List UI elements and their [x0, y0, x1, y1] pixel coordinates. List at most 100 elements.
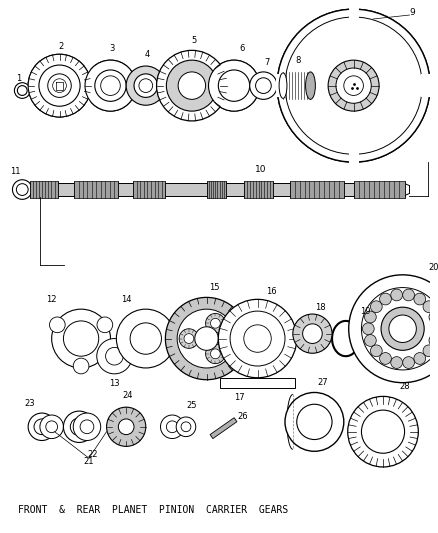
Circle shape — [70, 418, 88, 435]
Bar — [244, 181, 273, 198]
Circle shape — [166, 60, 217, 111]
Circle shape — [166, 421, 178, 433]
Circle shape — [205, 313, 225, 333]
Circle shape — [423, 345, 435, 357]
Text: 21: 21 — [84, 457, 94, 466]
Circle shape — [184, 334, 194, 343]
Text: 25: 25 — [187, 401, 197, 410]
Circle shape — [130, 323, 162, 354]
Text: FRONT  &  REAR  PLANET  PINION  CARRIER  GEARS: FRONT & REAR PLANET PINION CARRIER GEARS — [18, 505, 289, 515]
Bar — [33, 183, 401, 196]
Bar — [349, 1, 359, 25]
Circle shape — [211, 349, 220, 359]
Text: 11: 11 — [10, 167, 21, 176]
Circle shape — [181, 422, 191, 432]
Circle shape — [431, 323, 438, 335]
Text: 26: 26 — [237, 413, 248, 422]
Circle shape — [429, 311, 438, 323]
Text: 22: 22 — [88, 450, 98, 459]
Ellipse shape — [279, 73, 287, 99]
Text: 4: 4 — [145, 50, 150, 59]
Circle shape — [85, 60, 136, 111]
Circle shape — [371, 345, 382, 357]
Circle shape — [52, 309, 110, 368]
Circle shape — [178, 72, 205, 99]
Circle shape — [361, 410, 405, 453]
Circle shape — [371, 301, 382, 312]
Circle shape — [429, 335, 438, 346]
Circle shape — [176, 417, 196, 437]
Circle shape — [328, 60, 379, 111]
Circle shape — [423, 301, 435, 312]
Circle shape — [73, 358, 89, 374]
Circle shape — [391, 289, 403, 301]
Circle shape — [166, 297, 248, 379]
Bar — [74, 181, 118, 198]
Text: 17: 17 — [235, 393, 245, 402]
Circle shape — [208, 60, 259, 111]
Text: 15: 15 — [209, 283, 219, 292]
Circle shape — [218, 300, 297, 378]
Circle shape — [344, 76, 364, 95]
Circle shape — [28, 413, 56, 440]
Circle shape — [73, 413, 101, 440]
Text: 16: 16 — [266, 287, 276, 296]
Circle shape — [293, 314, 332, 353]
Text: 9: 9 — [410, 7, 415, 17]
Circle shape — [80, 420, 94, 434]
Text: 18: 18 — [315, 303, 325, 312]
Text: 12: 12 — [46, 295, 57, 304]
Circle shape — [380, 293, 391, 305]
Circle shape — [28, 54, 91, 117]
Circle shape — [16, 184, 28, 196]
Text: 7: 7 — [265, 58, 270, 67]
Bar — [276, 74, 286, 98]
Circle shape — [101, 76, 120, 95]
Circle shape — [106, 407, 146, 446]
Text: 2: 2 — [59, 42, 64, 51]
Circle shape — [12, 180, 32, 199]
Bar — [353, 181, 405, 198]
Text: 3: 3 — [110, 44, 115, 53]
Circle shape — [195, 327, 218, 350]
Circle shape — [46, 421, 57, 433]
Text: 20: 20 — [429, 263, 438, 272]
Circle shape — [285, 392, 344, 451]
Circle shape — [349, 275, 438, 383]
FancyArrow shape — [210, 418, 237, 439]
Bar — [133, 181, 166, 198]
Text: 19: 19 — [360, 306, 371, 316]
Text: 14: 14 — [121, 295, 131, 304]
Circle shape — [244, 325, 271, 352]
Text: 28: 28 — [399, 382, 410, 391]
Circle shape — [303, 324, 322, 343]
Bar — [290, 181, 344, 198]
Circle shape — [97, 338, 132, 374]
Bar — [207, 181, 226, 198]
Circle shape — [230, 311, 285, 366]
Circle shape — [218, 70, 250, 101]
Bar — [220, 378, 295, 387]
Circle shape — [403, 289, 414, 301]
Circle shape — [256, 78, 271, 93]
Circle shape — [177, 309, 236, 368]
Circle shape — [49, 317, 65, 333]
Circle shape — [28, 54, 91, 117]
Circle shape — [361, 288, 438, 370]
Text: 5: 5 — [191, 36, 196, 45]
Circle shape — [160, 415, 184, 439]
Circle shape — [297, 404, 332, 440]
Circle shape — [179, 329, 199, 349]
Circle shape — [364, 335, 376, 346]
Circle shape — [380, 353, 391, 365]
Circle shape — [34, 419, 49, 434]
Text: 23: 23 — [25, 399, 35, 408]
Circle shape — [391, 357, 403, 368]
Circle shape — [285, 17, 422, 154]
Circle shape — [97, 317, 113, 333]
Circle shape — [348, 397, 418, 467]
Circle shape — [14, 83, 30, 99]
Bar — [349, 147, 359, 170]
Text: 10: 10 — [255, 165, 266, 174]
Circle shape — [40, 415, 64, 439]
